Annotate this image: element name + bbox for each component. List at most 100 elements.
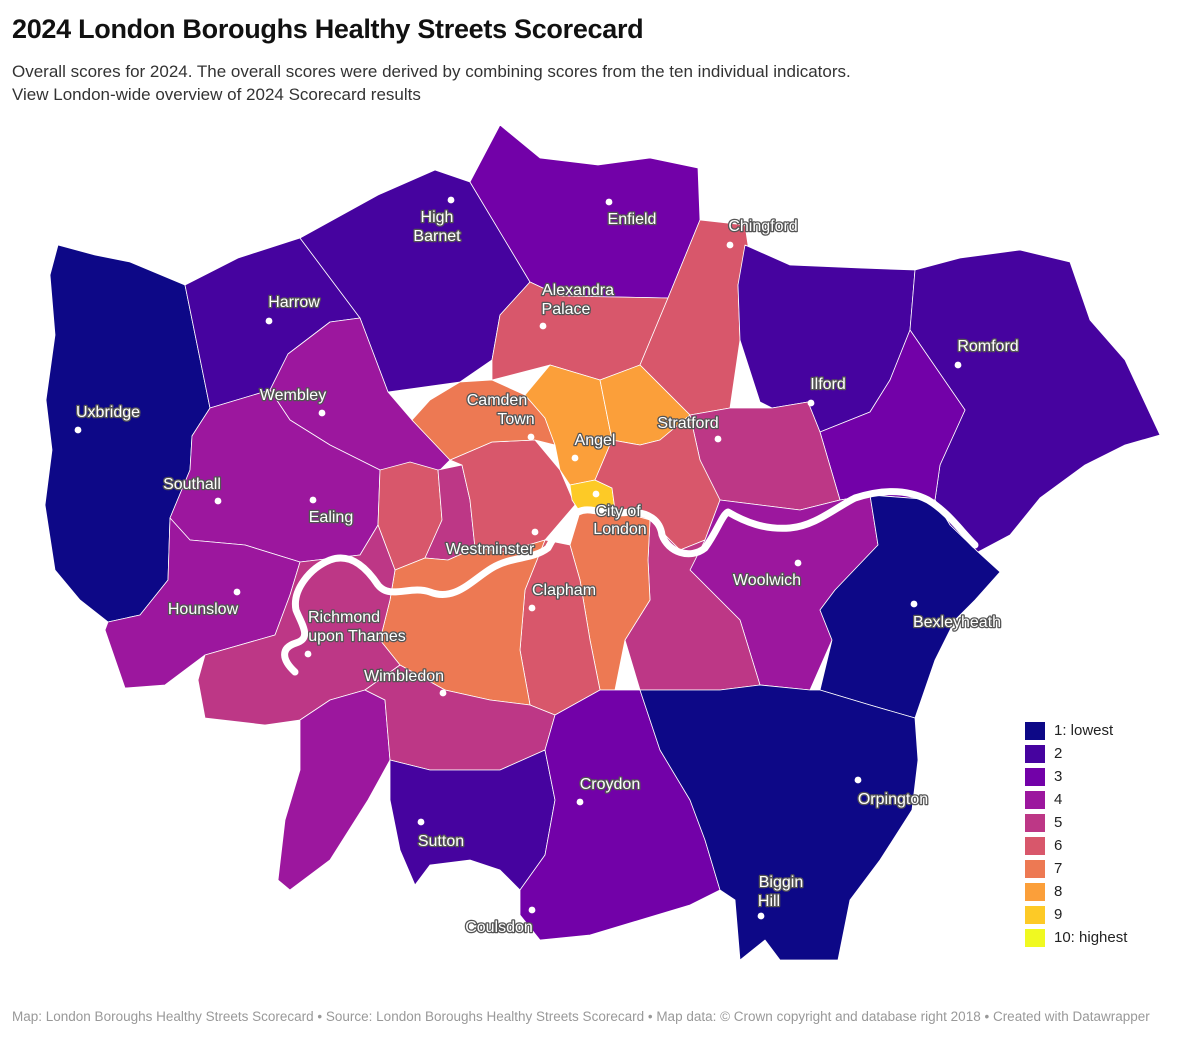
map-legend: 1: lowest 2 3 4 5 6 7 8 9 10: highest (1025, 719, 1127, 949)
place-label-high-barnet: High Barnet (413, 209, 461, 245)
legend-label: 4 (1054, 791, 1063, 808)
legend-item: 8 (1025, 880, 1127, 903)
place-label-enfield: Enfield (608, 211, 657, 228)
page-subtitle: Overall scores for 2024. The overall sco… (12, 62, 851, 81)
legend-swatch (1025, 813, 1045, 832)
borough-kingston[interactable] (277, 689, 391, 891)
legend-swatch (1025, 767, 1045, 786)
place-label-croydon: Croydon (580, 776, 640, 793)
place-dot-uxbridge (74, 426, 82, 434)
place-label-wimbledon: Wimbledon (364, 668, 444, 685)
place-dot-sutton (417, 818, 425, 826)
place-dot-ilford (807, 399, 815, 407)
place-label-camden-town: Camden Town (467, 392, 535, 428)
legend-label: 7 (1054, 860, 1063, 877)
legend-item: 6 (1025, 834, 1127, 857)
place-dot-southall (214, 497, 222, 505)
place-dot-harrow (265, 317, 273, 325)
place-label-romford: Romford (957, 338, 1018, 355)
place-dot-biggin-hill (757, 912, 765, 920)
legend-label: 10: highest (1054, 929, 1128, 946)
legend-swatch (1025, 928, 1045, 947)
borough-sutton[interactable] (389, 749, 556, 891)
place-dot-wimbledon (439, 689, 447, 697)
place-label-southall: Southall (163, 476, 221, 493)
place-label-ilford: Ilford (810, 376, 846, 393)
place-dot-angel (571, 454, 579, 462)
place-label-coulsdon: Coulsdon (465, 919, 533, 936)
legend-swatch (1025, 882, 1045, 901)
legend-swatch (1025, 859, 1045, 878)
place-dot-croydon (576, 798, 584, 806)
place-dot-alexandra-palace (539, 322, 547, 330)
place-dot-westminster (531, 528, 539, 536)
legend-label: 1: lowest (1054, 722, 1114, 739)
place-label-stratford: Stratford (657, 415, 718, 432)
borough-camden[interactable] (411, 379, 556, 461)
place-label-biggin-hill: Biggin Hill (758, 874, 803, 910)
place-label-westminster: Westminster (446, 541, 535, 558)
place-label-alexandra-palace: Alexandra Palace (542, 282, 615, 318)
legend-label: 3 (1054, 768, 1063, 785)
place-dot-bexleyheath (910, 600, 918, 608)
place-dot-clapham (528, 604, 536, 612)
legend-label: 9 (1054, 906, 1063, 923)
place-label-chingford: Chingford (728, 218, 797, 235)
borough-hounslow[interactable] (104, 517, 301, 689)
place-label-orpington: Orpington (858, 791, 928, 808)
place-label-harrow: Harrow (268, 294, 320, 311)
legend-swatch (1025, 744, 1045, 763)
place-dot-city-of-london (592, 490, 600, 498)
place-label-sutton: Sutton (418, 833, 464, 850)
map-footer: Map: London Boroughs Healthy Streets Sco… (12, 1009, 1150, 1024)
place-dot-enfield (605, 198, 613, 206)
place-dot-camden-town (527, 433, 535, 441)
place-dot-wembley (318, 409, 326, 417)
place-label-clapham: Clapham (532, 582, 596, 599)
borough-bromley[interactable] (639, 684, 919, 961)
river-thames (281, 488, 979, 676)
legend-label: 8 (1054, 883, 1063, 900)
legend-item: 4 (1025, 788, 1127, 811)
place-label-woolwich: Woolwich (733, 572, 801, 589)
place-dot-romford (954, 361, 962, 369)
page-title: 2024 London Boroughs Healthy Streets Sco… (12, 14, 644, 44)
legend-item: 1: lowest (1025, 719, 1127, 742)
legend-label: 5 (1054, 814, 1063, 831)
legend-item: 10: highest (1025, 926, 1127, 949)
overview-link[interactable]: View London-wide overview of 2024 Scorec… (12, 85, 421, 104)
legend-swatch (1025, 790, 1045, 809)
legend-swatch (1025, 905, 1045, 924)
legend-item: 3 (1025, 765, 1127, 788)
legend-swatch (1025, 721, 1045, 740)
legend-item: 7 (1025, 857, 1127, 880)
place-dot-orpington (854, 776, 862, 784)
legend-swatch (1025, 836, 1045, 855)
place-label-angel: Angel (575, 432, 616, 449)
place-label-city-of-london: City of London (593, 503, 646, 538)
legend-label: 2 (1054, 745, 1063, 762)
legend-label: 6 (1054, 837, 1063, 854)
place-dot-richmond (304, 650, 312, 658)
legend-item: 2 (1025, 742, 1127, 765)
legend-item: 9 (1025, 903, 1127, 926)
place-dot-woolwich (794, 559, 802, 567)
place-dot-ealing (309, 496, 317, 504)
place-markers (74, 196, 962, 920)
place-label-uxbridge: Uxbridge (76, 404, 140, 421)
place-dot-coulsdon (528, 906, 536, 914)
place-label-hounslow: Hounslow (168, 601, 239, 618)
place-label-ealing: Ealing (309, 509, 353, 526)
borough-bexley[interactable] (819, 494, 1001, 719)
place-labels: High Barnet Enfield Chingford Harrow Alex… (75, 208, 1020, 938)
place-label-wembley: Wembley (260, 387, 326, 404)
place-dot-chingford (726, 241, 734, 249)
borough-croydon[interactable] (519, 689, 721, 941)
place-dot-hounslow (233, 588, 241, 596)
place-dot-high-barnet (447, 196, 455, 204)
place-dot-stratford (714, 435, 722, 443)
legend-item: 5 (1025, 811, 1127, 834)
place-label-richmond: Richmond upon Thames (308, 609, 406, 645)
place-label-bexleyheath: Bexleyheath (913, 614, 1001, 631)
